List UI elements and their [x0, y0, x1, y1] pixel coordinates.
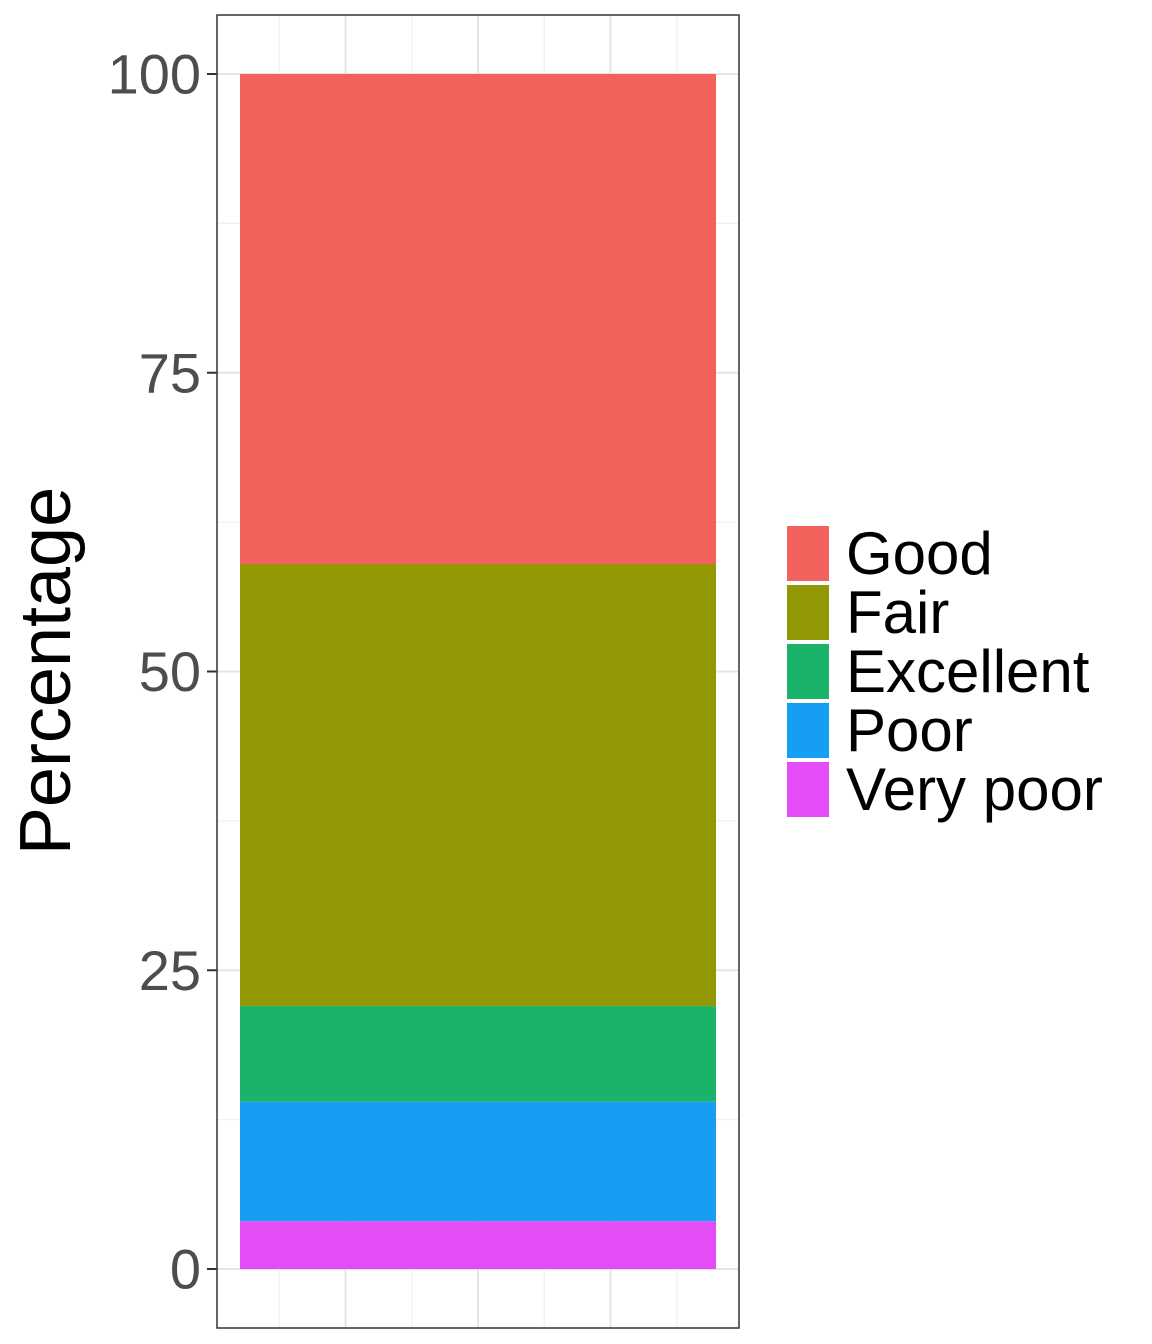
y-tick-label: 50	[139, 640, 201, 703]
y-axis: 0 25 50 75 100	[108, 43, 217, 1301]
legend-label-good: Good	[846, 520, 993, 587]
bar-segments	[240, 74, 716, 1269]
bar-segment-fair	[240, 563, 716, 1007]
legend-key-poor	[787, 703, 829, 758]
legend-label-very-poor: Very poor	[846, 756, 1103, 823]
legend-key-fair	[787, 585, 829, 640]
legend-label-excellent: Excellent	[846, 638, 1090, 705]
bar-segment-excellent	[240, 1006, 716, 1102]
y-tick-label: 75	[139, 341, 201, 404]
y-tick-label: 0	[170, 1238, 201, 1301]
legend-key-very-poor	[787, 762, 829, 817]
y-tick-label: 25	[139, 939, 201, 1002]
legend-label-poor: Poor	[846, 697, 973, 764]
bar-segment-good	[240, 74, 716, 564]
legend-key-good	[787, 526, 829, 581]
legend-key-excellent	[787, 644, 829, 699]
bar-segment-poor	[240, 1101, 716, 1222]
y-axis-title: Percentage	[6, 487, 86, 855]
legend-label-fair: Fair	[846, 579, 949, 646]
bar-segment-very-poor	[240, 1221, 716, 1269]
y-tick-label: 100	[108, 43, 201, 106]
